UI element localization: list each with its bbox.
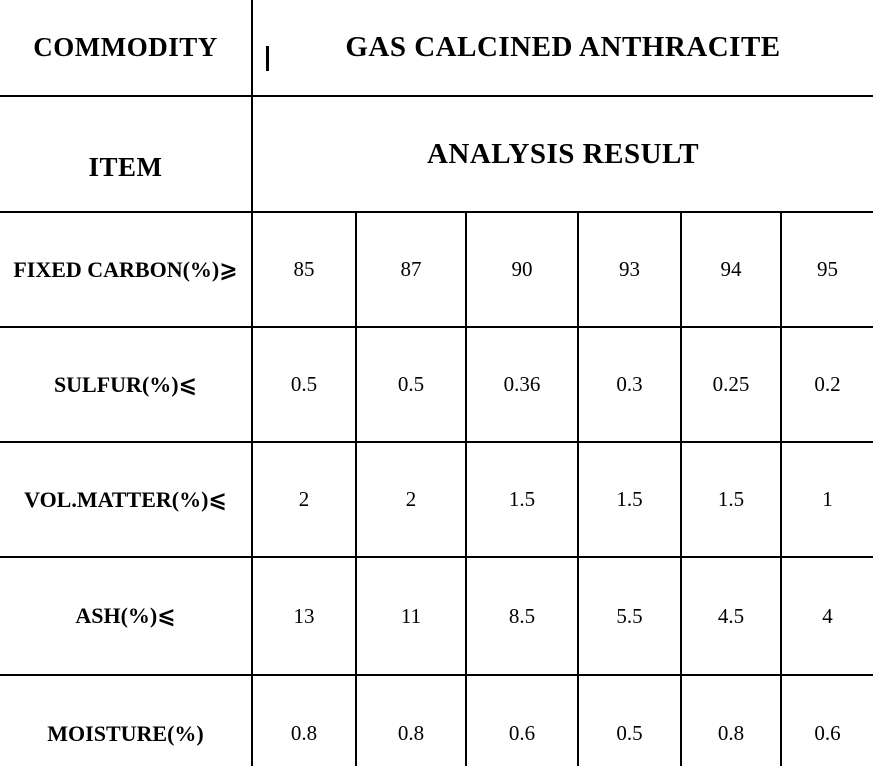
row-label-moisture: MOISTURE(%)	[0, 676, 253, 766]
value-cell: 0.2	[782, 328, 873, 443]
value-cell: 2	[357, 443, 467, 558]
value-cell: 90	[467, 213, 579, 328]
value-cell: 0.6	[467, 676, 579, 766]
row-label-ash: ASH(%)⩽	[0, 558, 253, 676]
row-label-vol-matter: VOL.MATTER(%)⩽	[0, 443, 253, 558]
value-cell: 0.6	[814, 721, 841, 745]
value-cell: 87	[357, 213, 467, 328]
value-cell: 0.5	[579, 676, 682, 766]
value-cell: 11	[357, 558, 467, 676]
value-cell: 1.5	[682, 443, 782, 558]
row-label-sulfur: SULFUR(%)⩽	[0, 328, 253, 443]
value-cell: 0.5	[357, 328, 467, 443]
value-cell: 5.5	[579, 558, 682, 676]
value-cell: 0.8	[357, 676, 467, 766]
value-cell: 0.36	[467, 328, 579, 443]
value-cell: 1.5	[579, 443, 682, 558]
analysis-result-cell: ANALYSIS RESULT	[253, 97, 873, 213]
value-cell: 2	[253, 443, 357, 558]
value-cell: 1.5	[467, 443, 579, 558]
value-cell: 0.8	[253, 676, 357, 766]
value-cell: 13	[253, 558, 357, 676]
value-cell: 93	[579, 213, 682, 328]
value-cell: 8.5	[467, 558, 579, 676]
text-cursor-mark	[266, 46, 269, 71]
commodity-value-cell: GAS CALCINED ANTHRACITE	[253, 0, 873, 97]
value-cell: 94	[682, 213, 782, 328]
value-cell: 0.25	[682, 328, 782, 443]
value-cell: 0.3	[579, 328, 682, 443]
value-cell: 95	[782, 213, 873, 328]
value-cell: 1	[782, 443, 873, 558]
row-label-fixed-carbon: FIXED CARBON(%)⩾	[0, 213, 253, 328]
value-cell: 4.5	[682, 558, 782, 676]
item-header-cell: ITEM	[0, 97, 253, 213]
value-cell: 4	[782, 558, 873, 676]
value-cell: 0.5	[253, 328, 357, 443]
value-cell: 85	[253, 213, 357, 328]
value-cell: 0.8	[682, 676, 782, 766]
commodity-header-cell: COMMODITY	[0, 0, 253, 97]
